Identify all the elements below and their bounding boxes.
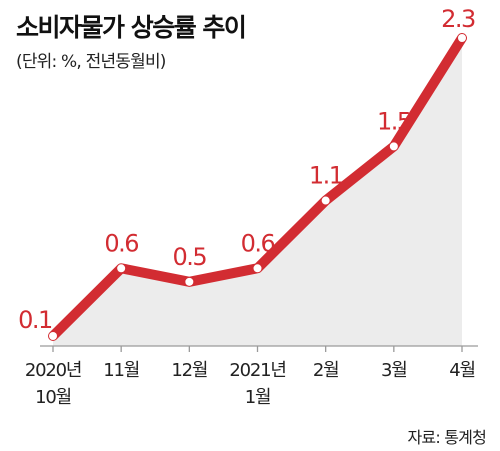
x-tick-label: 12월 <box>171 360 207 381</box>
data-label: 0.6 <box>104 229 138 257</box>
data-label: 0.6 <box>241 229 275 257</box>
data-label: 0.5 <box>172 243 206 271</box>
data-label: 0.1 <box>18 306 52 334</box>
chart-subtitle: (단위: %, 전년동월비) <box>16 52 166 72</box>
data-point <box>185 277 194 286</box>
data-label: 2.3 <box>441 5 475 33</box>
x-tick-label: 4월 <box>449 360 475 381</box>
data-point <box>389 142 398 151</box>
x-tick-label: 10월 <box>35 387 71 408</box>
data-point <box>117 264 126 273</box>
x-tick-label: 3월 <box>381 360 407 381</box>
data-label: 1.1 <box>309 162 343 190</box>
data-point <box>458 34 466 42</box>
x-tick-label: 2월 <box>313 360 339 381</box>
data-point <box>321 196 330 205</box>
chart-area-fill <box>53 38 462 346</box>
data-point <box>253 264 262 273</box>
source-note: 자료: 통계청 <box>407 428 487 447</box>
data-label: 1.5 <box>377 107 411 135</box>
data-point <box>49 332 57 340</box>
x-tick-label: 11월 <box>103 360 139 381</box>
chart-title: 소비자물가 상승률 추이 <box>16 13 247 42</box>
x-tick-label: 2021년 <box>229 360 285 381</box>
x-tick-label: 2020년 <box>25 360 81 381</box>
x-tick-label: 1월 <box>245 387 271 408</box>
